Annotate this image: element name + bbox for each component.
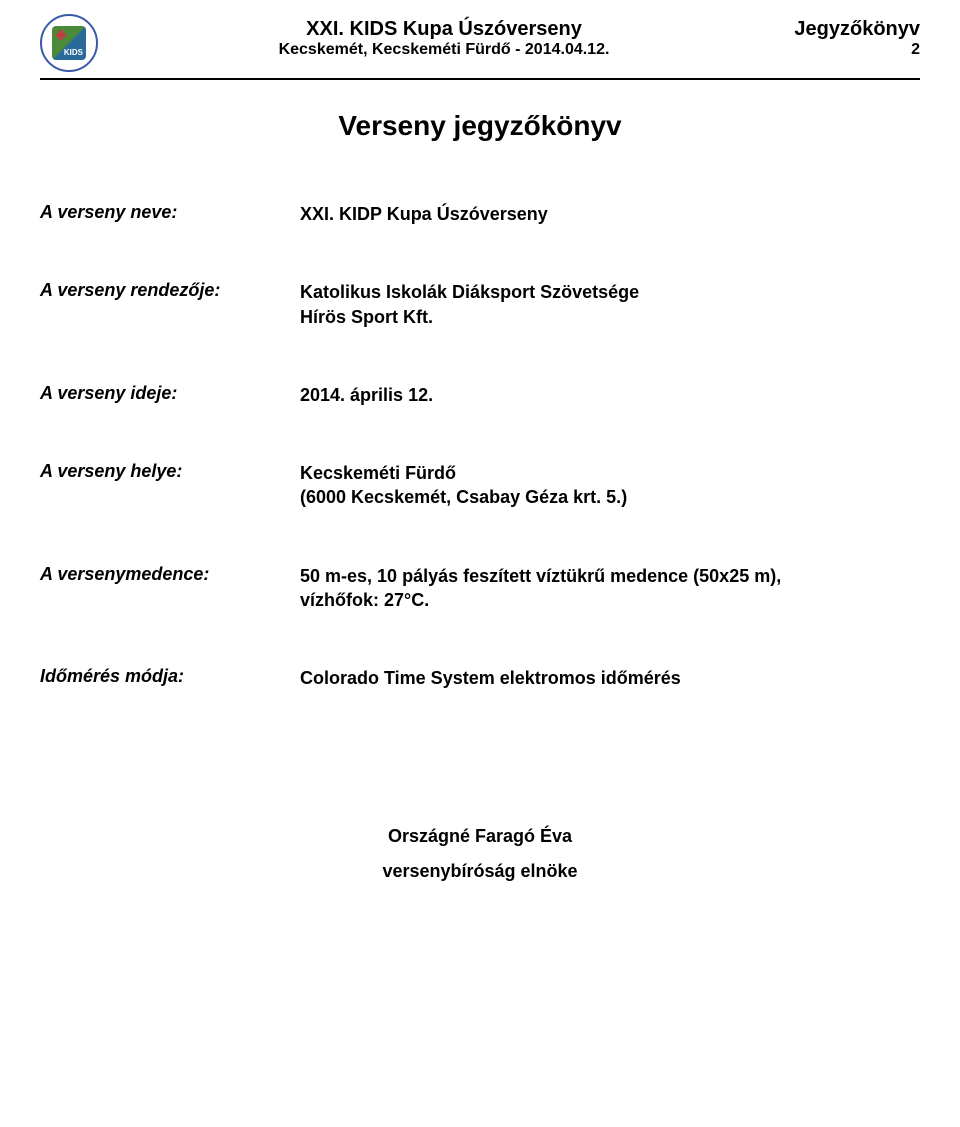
header-right-label: Jegyzőkönyv [780,18,920,41]
header-left: KIDS XXI. KIDS Kupa Úszóverseny Kecskemé… [40,18,780,72]
row-date-label: A verseny ideje: [40,383,300,407]
row-organizer-label: A verseny rendezője: [40,280,300,329]
row-timing: Időmérés módja: Colorado Time System ele… [40,666,920,690]
header-page-number: 2 [780,41,920,59]
logo-text: KIDS [64,48,83,57]
row-organizer: A verseny rendezője: Katolikus Iskolák D… [40,280,920,329]
page: KIDS XXI. KIDS Kupa Úszóverseny Kecskemé… [0,0,960,912]
signature-block: Országné Faragó Éva versenybíróság elnök… [40,826,920,882]
signature-role: versenybíróság elnöke [40,861,920,882]
row-pool: A versenymedence: 50 m-es, 10 pályás fes… [40,564,920,613]
main-title: Verseny jegyzőkönyv [40,110,920,142]
row-pool-value: 50 m-es, 10 pályás feszített víztükrű me… [300,564,781,613]
row-date-value: 2014. április 12. [300,383,433,407]
row-place: A verseny helye: Kecskeméti Fürdő (6000 … [40,461,920,510]
signature-name: Országné Faragó Éva [40,826,920,847]
row-place-line2: (6000 Kecskemét, Csabay Géza krt. 5.) [300,485,627,509]
header-right: Jegyzőkönyv 2 [780,18,920,59]
header-center: XXI. KIDS Kupa Úszóverseny Kecskemét, Ke… [108,18,780,59]
header-title-line2: Kecskemét, Kecskeméti Fürdő - 2014.04.12… [108,41,780,59]
logo-inner: KIDS [52,26,86,60]
row-place-value: Kecskeméti Fürdő (6000 Kecskemét, Csabay… [300,461,627,510]
row-timing-label: Időmérés módja: [40,666,300,690]
row-pool-label: A versenymedence: [40,564,300,613]
logo-badge: KIDS [40,14,98,72]
logo-cross-icon [56,30,66,40]
row-organizer-line1: Katolikus Iskolák Diáksport Szövetsége [300,280,639,304]
row-name-value: XXI. KIDP Kupa Úszóverseny [300,202,548,226]
row-date: A verseny ideje: 2014. április 12. [40,383,920,407]
row-place-label: A verseny helye: [40,461,300,510]
row-organizer-value: Katolikus Iskolák Diáksport Szövetsége H… [300,280,639,329]
row-place-line1: Kecskeméti Fürdő [300,461,627,485]
page-header: KIDS XXI. KIDS Kupa Úszóverseny Kecskemé… [40,18,920,80]
row-pool-line2: vízhőfok: 27°C. [300,588,781,612]
row-organizer-line2: Hírös Sport Kft. [300,305,639,329]
row-name-label: A verseny neve: [40,202,300,226]
header-title-line1: XXI. KIDS Kupa Úszóverseny [108,18,780,41]
row-timing-value: Colorado Time System elektromos időmérés [300,666,681,690]
row-pool-line1: 50 m-es, 10 pályás feszített víztükrű me… [300,564,781,588]
row-name: A verseny neve: XXI. KIDP Kupa Úszóverse… [40,202,920,226]
